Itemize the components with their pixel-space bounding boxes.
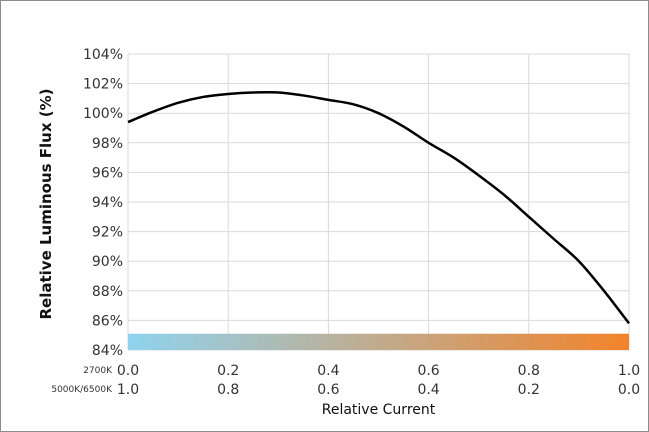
x-tick-label: 0.8 [518, 363, 540, 379]
x-axis-row-label: 5000K/6500K [51, 385, 113, 395]
y-tick-label: 84% [92, 343, 123, 359]
y-tick-label: 92% [92, 225, 123, 241]
x-tick-label: 0.2 [518, 382, 540, 398]
x-tick-label: 0.0 [117, 363, 139, 379]
x-tick-label: 0.2 [217, 363, 239, 379]
x-tick-label: 0.6 [317, 382, 339, 398]
y-tick-label: 86% [92, 313, 123, 329]
luminous-flux-line [127, 90, 630, 325]
y-tick-label: 90% [92, 254, 123, 270]
color-temperature-bar [128, 333, 629, 350]
y-tick-label: 100% [83, 106, 123, 122]
y-tick-label: 104% [83, 47, 123, 63]
y-tick-label: 94% [92, 195, 123, 211]
x-tick-label: 0.8 [217, 382, 239, 398]
y-tick-label: 102% [83, 77, 123, 93]
y-tick-label: 98% [92, 136, 123, 152]
grid-lines [127, 53, 630, 351]
x-axis-title: Relative Current [322, 402, 436, 418]
x-axis-row-label: 2700K [83, 366, 113, 376]
x-tick-labels: 2700K 0.0 0.2 0.4 0.6 0.8 1.0 5000K/6500K 1.0 0.8… [51, 363, 640, 398]
series-layer [127, 90, 630, 325]
x-tick-label: 0.0 [618, 382, 640, 398]
x-tick-label: 1.0 [117, 382, 139, 398]
y-tick-label: 96% [92, 165, 123, 181]
y-tick-label: 88% [92, 284, 123, 300]
x-tick-label: 0.4 [317, 363, 339, 379]
y-tick-labels: 84% 86% 88% 90% 92% 94% 96% 98% 100% 102% 104% [83, 47, 123, 359]
y-axis-title: Relative Luminous Flux (%) [37, 89, 55, 320]
x-tick-label: 0.6 [417, 363, 439, 379]
x-tick-label: 1.0 [618, 363, 640, 379]
x-tick-label: 0.4 [417, 382, 439, 398]
